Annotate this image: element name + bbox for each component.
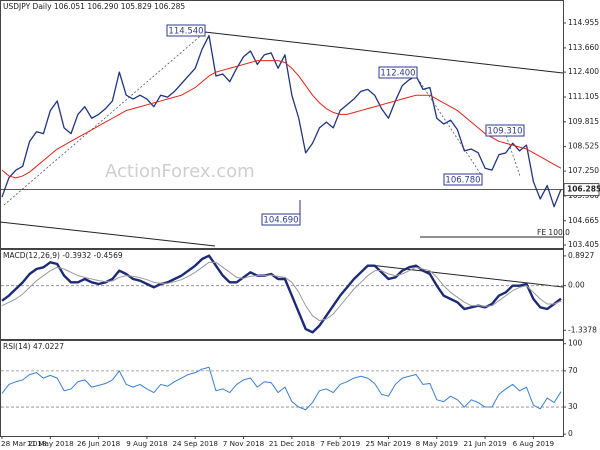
x-tick-label: 11 May 2018 [27,439,74,448]
y-tick-label: 109.815 [568,117,599,126]
annotation: 109.310 [487,127,522,137]
y-tick-label: 70 [568,366,578,375]
x-tick-label: 28 Mar 2018 [1,439,47,448]
series-line [1,60,562,179]
last-price-box [563,183,600,197]
annotation: 112.400 [380,69,415,79]
x-tick-label: 8 May 2019 [416,439,459,448]
y-tick-label: 0 [568,429,573,438]
annotation: 104.690 [263,216,298,226]
y-tick-label: 0.00 [568,281,585,290]
annotation: 114.540 [168,27,203,37]
x-tick-label: 6 Aug 2019 [513,439,555,448]
x-tick-label: 7 Nov 2018 [223,439,265,448]
annotation-box [378,66,418,79]
x-tick-label: 21 Dec 2018 [269,439,315,448]
series-line [1,261,562,322]
annotation-box [485,124,525,137]
trend-line [0,221,216,247]
x-tick-label: 7 Feb 2019 [320,439,361,448]
annotation-box [443,173,483,186]
macd-title: MACD(12,26,9) -0.3932 -0.4569 [3,251,123,260]
watermark: ActionForex.com [105,161,255,182]
y-tick-label: 30 [568,402,578,411]
y-tick-label: 104.665 [568,216,599,225]
rsi-title: RSI(14) 47.0227 [3,342,64,351]
y-tick-label: 0.8927 [568,251,594,260]
annotation: FE 100.0 [537,228,570,237]
price-panel [0,0,564,249]
y-tick-label: 107.250 [568,166,599,175]
chart-title: USDJPY Daily 106.051 106.290 105.829 106… [3,2,185,11]
x-tick-label: 26 Jun 2018 [77,439,121,448]
y-tick-label: 114.955 [568,18,599,27]
rsi-panel [0,340,564,437]
x-tick-label: 24 Sep 2018 [172,439,218,448]
macd-trend-line [369,264,564,288]
y-tick-label: -1.3378 [568,325,597,334]
y-tick-label: 113.660 [568,43,599,52]
y-tick-label: 108.525 [568,142,599,151]
annotation-box [166,24,206,37]
annotation-box [261,213,301,226]
macd-panel [0,249,564,340]
y-tick-label: 103.405 [568,240,599,249]
y-tick-label: 100 [568,339,583,348]
series-layer [1,34,563,411]
x-tick-label: 25 Mar 2019 [366,439,412,448]
last-price-label: 106.285 [567,185,600,194]
trend-line [195,30,564,74]
series-line [1,254,562,334]
projection-line [419,81,483,177]
series-line [1,366,562,411]
x-tick-label: 21 Jun 2019 [463,439,507,448]
y-tick-label: 112.400 [568,67,599,76]
annotation: 106.780 [445,176,480,186]
x-tick-label: 9 Aug 2018 [126,439,168,448]
y-tick-label: 111.105 [568,92,599,101]
projection-line [3,31,206,206]
